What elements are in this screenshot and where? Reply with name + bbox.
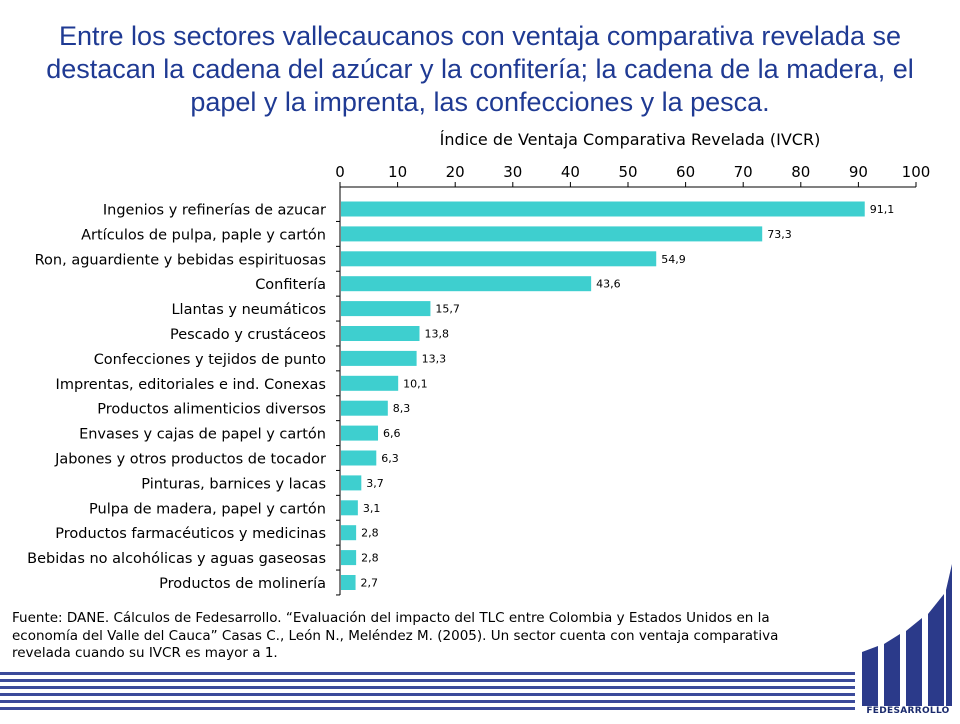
x-tick-label: 50 bbox=[618, 163, 637, 181]
category-label: Ingenios y refinerías de azucar bbox=[103, 203, 326, 219]
x-tick-label: 20 bbox=[446, 163, 465, 181]
bar bbox=[341, 350, 417, 366]
decorative-bands bbox=[0, 672, 855, 710]
category-label: Artículos de pulpa, paple y cartón bbox=[81, 227, 326, 243]
category-label: Productos farmacéuticos y medicinas bbox=[55, 526, 326, 542]
bar-value-label: 8,3 bbox=[393, 402, 411, 415]
page-title: Entre los sectores vallecaucanos con ven… bbox=[46, 21, 914, 117]
bar-value-label: 2,8 bbox=[361, 552, 379, 565]
x-tick-label: 100 bbox=[902, 163, 931, 181]
bar bbox=[341, 201, 865, 217]
x-tick-label: 40 bbox=[561, 163, 580, 181]
x-tick-label: 30 bbox=[503, 163, 522, 181]
bar-value-label: 15,7 bbox=[435, 303, 460, 316]
category-label: Productos de molinería bbox=[159, 576, 326, 592]
bar-value-label: 13,3 bbox=[422, 352, 447, 365]
category-label: Confecciones y tejidos de punto bbox=[94, 352, 326, 368]
bar bbox=[341, 475, 362, 491]
category-label: Productos alimenticios diversos bbox=[97, 402, 326, 418]
bar-value-label: 91,1 bbox=[870, 203, 895, 216]
bar-chart: 0 10 20 30 40 50 60 70 80 90 100 Ingenios y refiner… bbox=[27, 163, 931, 596]
bar-value-label: 10,1 bbox=[403, 377, 428, 390]
bar-value-label: 2,8 bbox=[361, 527, 379, 540]
category-label: Pescado y crustáceos bbox=[170, 327, 326, 343]
bar bbox=[341, 550, 357, 566]
bar bbox=[341, 400, 388, 416]
category-label: Imprentas, editoriales e ind. Conexas bbox=[56, 377, 326, 393]
bar-value-label: 43,6 bbox=[596, 278, 621, 291]
bar-value-label: 54,9 bbox=[661, 253, 686, 266]
bar-value-label: 2,7 bbox=[361, 577, 379, 590]
bar bbox=[341, 525, 357, 541]
logo-bars-icon bbox=[862, 564, 952, 706]
x-tick-label: 0 bbox=[335, 163, 345, 181]
category-label: Jabones y otros productos de tocador bbox=[54, 452, 326, 468]
bar bbox=[341, 326, 420, 341]
x-tick-label: 10 bbox=[388, 163, 407, 181]
source-footnote: Fuente: DANE. Cálculos de Fedesarrollo. … bbox=[12, 610, 779, 661]
bar bbox=[341, 276, 592, 292]
category-label: Confitería bbox=[255, 277, 326, 293]
bar-value-label: 13,8 bbox=[424, 328, 449, 341]
x-tick-label: 80 bbox=[791, 163, 810, 181]
bar-value-label: 6,6 bbox=[383, 427, 401, 440]
category-label: Pulpa de madera, papel y cartón bbox=[89, 501, 326, 517]
category-label: Llantas y neumáticos bbox=[171, 302, 326, 318]
x-tick-label: 70 bbox=[734, 163, 753, 181]
bar-value-label: 6,3 bbox=[381, 452, 399, 465]
category-label: Pinturas, barnices y lacas bbox=[141, 476, 326, 492]
fedesarrollo-logo: FEDESARROLLO bbox=[858, 560, 958, 720]
category-label: Bebidas no alcohólicas y aguas gaseosas bbox=[27, 551, 326, 567]
bar bbox=[341, 226, 763, 242]
bar-value-label: 3,7 bbox=[366, 477, 384, 490]
category-label: Envases y cajas de papel y cartón bbox=[79, 427, 326, 443]
x-tick-label: 60 bbox=[676, 163, 695, 181]
x-tick-label: 90 bbox=[849, 163, 868, 181]
bar bbox=[341, 450, 377, 466]
bar bbox=[341, 375, 399, 391]
bar bbox=[341, 500, 358, 516]
logo-text: FEDESARROLLO bbox=[866, 706, 950, 716]
bar bbox=[341, 575, 356, 590]
bar-value-label: 73,3 bbox=[767, 228, 792, 241]
bar bbox=[341, 251, 657, 267]
bar bbox=[341, 425, 379, 441]
chart-title: Índice de Ventaja Comparativa Revelada (… bbox=[439, 130, 821, 149]
bar bbox=[341, 301, 431, 317]
bar-value-label: 3,1 bbox=[363, 502, 381, 515]
category-label: Ron, aguardiente y bebidas espirituosas bbox=[35, 252, 326, 268]
